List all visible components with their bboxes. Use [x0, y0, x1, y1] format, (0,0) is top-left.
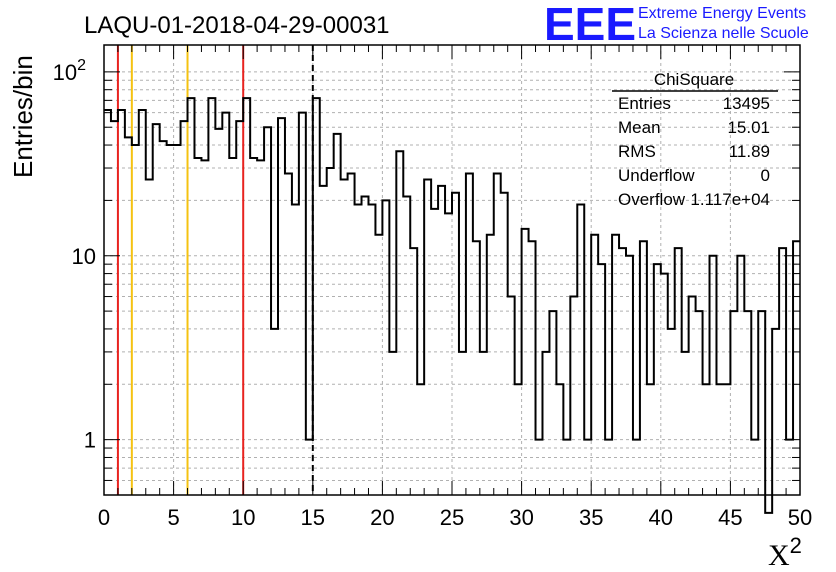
stats-row-label: Mean [618, 118, 661, 137]
stats-row-label: Underflow [618, 166, 695, 185]
chart-title: LAQU-01-2018-04-29-00031 [84, 12, 390, 39]
x-tick-label: 0 [98, 505, 110, 530]
eee-logo: EEE [544, 0, 636, 50]
brand-line-2: La Scienza nelle Scuole [638, 25, 809, 42]
stats-row-value: 15.01 [727, 118, 770, 137]
x-tick-label: 5 [167, 505, 179, 530]
stats-row-label: Overflow [618, 190, 686, 209]
y-tick-label: 10 [72, 244, 96, 269]
stats-row-value: 13495 [723, 94, 770, 113]
y-tick-label-exponent: 2 [77, 57, 86, 74]
stats-row-value: 0 [761, 166, 770, 185]
brand-block: EEE Extreme Energy Events La Scienza nel… [544, 0, 809, 50]
x-tick-label: 10 [231, 505, 255, 530]
x-axis-label-superscript: 2 [790, 533, 802, 558]
y-axis-label: Entries/bin [8, 55, 38, 178]
x-tick-label: 50 [788, 505, 812, 530]
grid-lines [104, 45, 800, 496]
x-axis: 0 5 10 15 20 25 30 35 40 45 50 [98, 45, 812, 530]
x-tick-label: 25 [440, 505, 464, 530]
y-tick-label: 102 [53, 57, 86, 85]
stats-row-label: RMS [618, 142, 656, 161]
histogram-step-line [104, 97, 800, 514]
x-axis-label-text: X [768, 539, 790, 572]
x-tick-label: 35 [579, 505, 603, 530]
brand-line-1: Extreme Energy Events [638, 5, 806, 22]
y-tick-label: 1 [84, 428, 96, 453]
stats-row-label: Entries [618, 94, 671, 113]
y-axis: 1 10 102 [53, 57, 800, 496]
stats-row-value: 11.89 [729, 142, 770, 161]
x-axis-label: X2 [768, 533, 802, 572]
x-tick-label: 45 [718, 505, 742, 530]
stats-box: ChiSquare Entries 13495 Mean 15.01 RMS 11.89 U… [612, 70, 778, 209]
x-tick-label: 40 [649, 505, 673, 530]
x-tick-label: 30 [509, 505, 533, 530]
x-tick-label: 15 [301, 505, 325, 530]
stats-row-value: 1.117e+04 [690, 190, 770, 209]
x-tick-label: 20 [370, 505, 394, 530]
stats-title: ChiSquare [654, 70, 734, 89]
